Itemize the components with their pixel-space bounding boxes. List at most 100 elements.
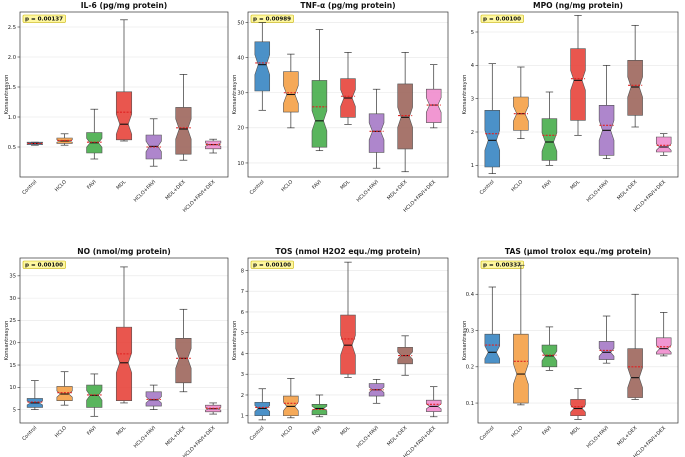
y-tick-label: 5 [471, 30, 474, 36]
box-favi: FAVI [86, 108, 103, 191]
box-favi: FAVI [86, 373, 103, 437]
y-tick-label: 8 [241, 268, 244, 274]
box-body [484, 333, 501, 364]
x-tick-label: FAVI [541, 425, 553, 437]
y-axis-label: Konsantrasyon [232, 75, 238, 115]
plot-area-frame [477, 257, 679, 424]
box-body [655, 337, 672, 355]
box-body [570, 399, 586, 417]
box-body [175, 337, 192, 384]
chart-panel-2: 10 20 30 40 50 Konsantrasyon TNF-α (pg/mg prot… [232, 1, 449, 214]
plot-area-frame [19, 257, 229, 424]
y-tick-label: 5 [13, 407, 16, 413]
y-tick-label: 0.5 [8, 145, 16, 151]
panel-title: TNF-α (pg/mg protein) [300, 1, 395, 10]
y-tick-label: 30 [237, 91, 244, 97]
y-tick-label: 2.5 [8, 25, 16, 31]
y-tick-label: 0.1 [466, 401, 474, 407]
p-value-label: p = 0.00989 [253, 17, 291, 23]
panel-title: MPO (ng/mg protein) [533, 1, 623, 10]
y-tick-label: 1.5 [8, 85, 16, 91]
x-tick-label: FAVI [86, 425, 98, 437]
y-tick-label: 1 [241, 414, 244, 420]
box-body [86, 384, 103, 408]
y-axis-label: Konsantrasyon [462, 321, 468, 361]
y-tick-label: 35 [9, 274, 16, 280]
box-mdl: MDL [569, 14, 586, 191]
panel-title: NO (nmol/mg protein) [77, 247, 171, 256]
plot-area-frame [247, 11, 449, 178]
y-tick-label: 10 [237, 161, 244, 167]
box-favi: FAVI [541, 91, 558, 191]
box-body [283, 71, 299, 113]
x-tick-label: FAVI [311, 425, 323, 437]
y-tick-label: 3 [471, 96, 474, 102]
p-value-box [22, 14, 66, 23]
box-body [368, 113, 385, 153]
y-tick-label: 25 [9, 318, 16, 324]
box-body [175, 107, 192, 155]
box-body [484, 110, 501, 168]
y-tick-label: 7 [241, 289, 244, 295]
y-tick-label: 6 [241, 310, 244, 316]
p-value-box [250, 260, 294, 269]
box-body [115, 326, 133, 402]
x-tick-label: FAVI [86, 179, 98, 191]
y-axis-label: Konsantrasyon [462, 75, 468, 115]
y-tick-label: 30 [9, 296, 16, 302]
p-value-label: p = 0.00100 [483, 17, 521, 23]
p-value-label: p = 0.00100 [25, 263, 63, 269]
y-tick-label: 20 [9, 341, 16, 347]
y-axis-label: Konsantrasyon [4, 75, 10, 115]
y-tick-label: 5 [241, 331, 244, 337]
box-body [115, 91, 133, 141]
y-tick-label: 20 [237, 126, 244, 132]
x-tick-label: FAVI [541, 179, 553, 191]
plot-area-frame [247, 257, 449, 424]
plot-area-frame [19, 11, 229, 178]
box-body [425, 88, 442, 123]
y-tick-label: 1.0 [8, 115, 16, 121]
y-tick-label: 2.0 [8, 55, 16, 61]
y-tick-label: 0.3 [466, 328, 474, 334]
y-tick-label: 10 [9, 385, 16, 391]
y-tick-label: 2 [471, 130, 474, 136]
box-body [513, 333, 529, 404]
box-body [655, 136, 672, 153]
y-tick-label: 4 [241, 351, 245, 357]
y-tick-label: 3 [241, 372, 244, 378]
panel-title: IL-6 (pg/mg protein) [81, 1, 168, 10]
y-tick-label: 2 [241, 393, 244, 399]
p-value-box [480, 260, 524, 269]
p-value-label: p = 0.00337 [483, 263, 521, 269]
y-tick-label: 4 [471, 63, 475, 69]
p-value-box [480, 14, 524, 23]
y-tick-label: 0.4 [466, 292, 475, 298]
box-favi: FAVI [311, 29, 328, 191]
box-body [627, 60, 643, 116]
y-axis-label: Konsantrasyon [232, 321, 238, 361]
panel-title: TOS (nmol H2O2 equ./mg protein) [275, 247, 420, 256]
box-body [397, 83, 413, 150]
y-tick-label: 50 [237, 20, 244, 26]
box-favi: FAVI [311, 394, 328, 437]
y-tick-label: 40 [237, 55, 244, 61]
y-axis-label: Konsantrasyon [4, 321, 10, 361]
box-body [254, 41, 271, 92]
box-body [570, 48, 586, 121]
p-value-label: p = 0.00137 [25, 17, 63, 23]
p-value-label: p = 0.00100 [253, 263, 291, 269]
panel-title: TAS (µmol trolox equ./mg protein) [505, 247, 651, 256]
plot-area-frame [477, 11, 679, 178]
y-tick-label: 15 [9, 363, 16, 369]
box-body [541, 118, 558, 161]
y-tick-label: 0.2 [466, 365, 474, 371]
y-tick-label: 1 [471, 163, 474, 169]
box-body [311, 80, 328, 148]
box-favi: FAVI [541, 326, 558, 437]
x-tick-label: FAVI [311, 179, 323, 191]
p-value-box [250, 14, 294, 23]
p-value-box [22, 260, 66, 269]
